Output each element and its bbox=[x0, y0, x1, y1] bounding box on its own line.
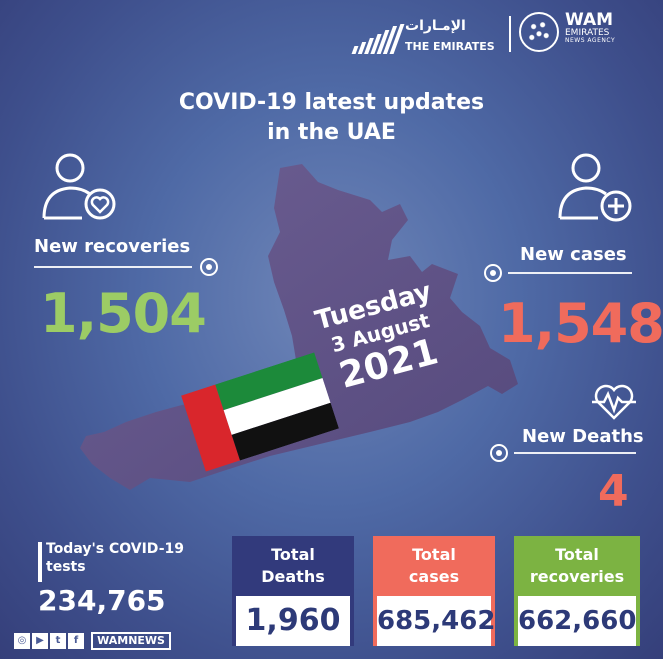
total-deaths-value: 1,960 bbox=[236, 596, 350, 646]
total-cases-header: Total cases bbox=[373, 536, 495, 596]
total-cases-line1: Total bbox=[412, 545, 456, 564]
new-deaths-value: 4 bbox=[598, 466, 629, 517]
social-handle[interactable]: WAMNEWS bbox=[91, 631, 171, 650]
cases-ring-icon bbox=[484, 264, 502, 282]
deaths-divider bbox=[514, 452, 636, 454]
instagram-icon[interactable]: ◎ bbox=[14, 632, 30, 649]
facebook-icon[interactable]: f bbox=[68, 632, 84, 649]
tests-label-line1: Today's COVID-19 bbox=[46, 541, 184, 557]
total-cases-value: 685,462 bbox=[377, 596, 495, 646]
wam-line1: EMIRATES bbox=[565, 28, 610, 38]
emirates-english-text: THE EMIRATES bbox=[405, 40, 495, 53]
tests-accent-bar bbox=[38, 542, 42, 582]
total-recoveries-value: 662,660 bbox=[518, 596, 636, 646]
social-bar: ◎ ▶ t f WAMNEWS bbox=[14, 630, 171, 650]
wam-globe-icon bbox=[519, 12, 559, 52]
total-cases-box: Total cases 685,462 bbox=[373, 536, 495, 646]
the-emirates-mark-icon bbox=[351, 24, 405, 54]
logo-separator bbox=[509, 16, 511, 52]
heartbeat-icon bbox=[592, 384, 636, 420]
tests-label: Today's COVID-19 tests bbox=[46, 540, 184, 576]
new-recoveries-label: New recoveries bbox=[34, 236, 191, 257]
total-recoveries-header: Total recoveries bbox=[514, 536, 640, 596]
tests-value: 234,765 bbox=[38, 584, 166, 617]
new-deaths-label: New Deaths bbox=[522, 426, 644, 447]
new-recoveries-value: 1,504 bbox=[40, 282, 207, 345]
wam-name: WAM bbox=[565, 10, 614, 30]
total-recoveries-box: Total recoveries 662,660 bbox=[514, 536, 640, 646]
page-title: COVID-19 latest updates in the UAE bbox=[0, 88, 663, 148]
recoveries-divider bbox=[34, 266, 192, 268]
total-deaths-header: Total Deaths bbox=[232, 536, 354, 596]
logo-row: الإمـارات THE EMIRATES WAM EMIRATES NEWS… bbox=[351, 12, 651, 58]
cases-divider bbox=[508, 272, 632, 274]
wam-line2: NEWS AGENCY bbox=[565, 37, 616, 44]
recovery-person-heart-icon bbox=[42, 153, 116, 220]
emirates-arabic-text: الإمـارات bbox=[405, 18, 466, 34]
the-emirates-logo: الإمـارات THE EMIRATES bbox=[351, 16, 501, 58]
total-recoveries-line2: recoveries bbox=[529, 567, 625, 586]
youtube-icon[interactable]: ▶ bbox=[32, 632, 48, 649]
twitter-icon[interactable]: t bbox=[50, 632, 66, 649]
tests-label-line2: tests bbox=[46, 559, 86, 575]
uae-flag-icon bbox=[181, 352, 339, 472]
total-cases-line2: cases bbox=[408, 567, 460, 586]
total-deaths-line1: Total bbox=[271, 545, 315, 564]
total-recoveries-line1: Total bbox=[555, 545, 599, 564]
recoveries-ring-icon bbox=[200, 258, 218, 276]
total-deaths-box: Total Deaths 1,960 bbox=[232, 536, 354, 646]
total-deaths-line2: Deaths bbox=[261, 567, 325, 586]
deaths-ring-icon bbox=[490, 444, 508, 462]
wam-logo-text: WAM EMIRATES NEWS AGENCY bbox=[565, 12, 655, 44]
new-cases-label: New cases bbox=[520, 244, 627, 265]
title-line1: COVID-19 latest updates bbox=[178, 90, 485, 115]
title-line2: in the UAE bbox=[267, 120, 396, 145]
case-person-plus-icon bbox=[558, 153, 632, 222]
new-cases-value: 1,548 bbox=[498, 292, 663, 355]
